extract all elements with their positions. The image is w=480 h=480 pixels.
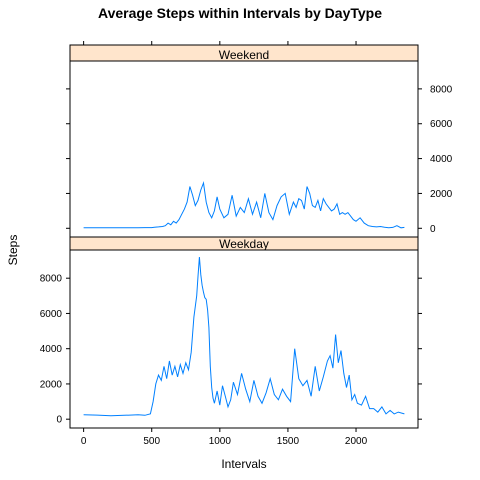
strip-label-weekday: Weekday bbox=[219, 237, 269, 251]
x-axis: 0 500 1000 1500 2000 bbox=[81, 41, 368, 447]
x-tick-label: 1000 bbox=[209, 436, 232, 447]
series-line-weekday bbox=[83, 256, 405, 417]
chart-title: Average Steps within Intervals by DayTyp… bbox=[98, 5, 382, 21]
x-tick-label: 1500 bbox=[277, 436, 300, 447]
panel-weekday: Weekday 0 2000 4000 6000 8000 bbox=[40, 236, 422, 429]
y-tick-label: 8000 bbox=[430, 84, 453, 95]
y-tick-label: 6000 bbox=[40, 309, 63, 320]
series-line-weekend bbox=[83, 181, 405, 229]
x-tick-label: 0 bbox=[81, 436, 87, 447]
y-tick-label: 2000 bbox=[40, 379, 63, 390]
panel-weekend: Weekend 0 2000 4000 6000 8000 bbox=[66, 44, 453, 238]
y-tick-label: 8000 bbox=[40, 274, 63, 285]
panels-layer: Weekend 0 2000 4000 6000 8000 Weekday 0 2000 4000… bbox=[40, 41, 453, 447]
y-tick-label: 4000 bbox=[430, 154, 453, 165]
y-tick-label: 6000 bbox=[430, 119, 453, 130]
y-tick-label: 4000 bbox=[40, 344, 63, 355]
strip-label-weekend: Weekend bbox=[219, 48, 269, 62]
y-tick-label: 2000 bbox=[430, 189, 453, 200]
panel-frame-weekend bbox=[69, 60, 419, 238]
x-tick-label: 500 bbox=[143, 436, 160, 447]
y-axis-label: Steps bbox=[6, 235, 20, 266]
x-tick-label: 2000 bbox=[345, 436, 368, 447]
y-tick-label: 0 bbox=[430, 224, 436, 235]
y-tick-label: 0 bbox=[56, 415, 62, 426]
x-axis-label: Intervals bbox=[221, 457, 266, 471]
panel-frame-weekday bbox=[69, 249, 419, 429]
